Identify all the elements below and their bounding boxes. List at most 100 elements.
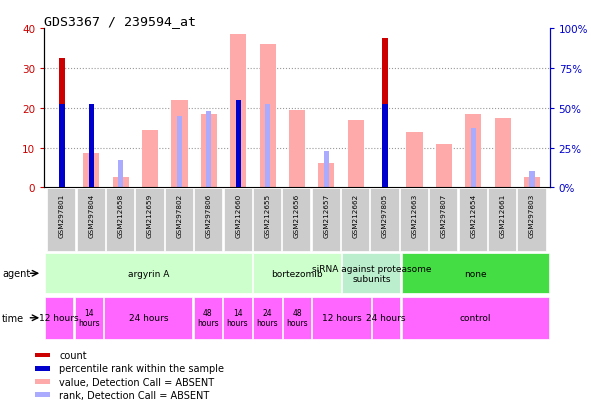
Bar [488, 189, 516, 251]
Text: 24 hours: 24 hours [366, 313, 406, 323]
Bar [259, 45, 275, 188]
Bar [83, 154, 99, 188]
Bar [342, 254, 401, 294]
Bar [341, 189, 369, 251]
Text: GSM212659: GSM212659 [147, 193, 153, 237]
Text: time: time [2, 313, 24, 323]
Bar [465, 114, 481, 188]
Text: percentile rank within the sample: percentile rank within the sample [60, 363, 225, 373]
Text: GSM297803: GSM297803 [529, 193, 535, 237]
Bar [313, 297, 371, 339]
Bar [265, 105, 270, 188]
Bar [74, 297, 103, 339]
Bar [470, 129, 476, 188]
Text: GSM297801: GSM297801 [59, 193, 65, 237]
Bar [194, 189, 222, 251]
Bar [118, 161, 124, 188]
Bar [407, 132, 423, 188]
Bar [495, 119, 511, 188]
Bar [135, 189, 164, 251]
Bar [402, 254, 549, 294]
Bar [372, 297, 401, 339]
Bar [371, 189, 398, 251]
Bar [201, 114, 217, 188]
Text: GSM212661: GSM212661 [499, 193, 506, 237]
Bar [282, 189, 310, 251]
Text: GSM212656: GSM212656 [294, 193, 300, 237]
Bar [253, 297, 281, 339]
Bar [348, 120, 364, 188]
Bar [530, 172, 535, 188]
Bar [35, 380, 50, 384]
Text: 12 hours: 12 hours [322, 313, 361, 323]
Text: 48
hours: 48 hours [197, 309, 219, 328]
Bar [230, 35, 246, 188]
Bar [282, 297, 311, 339]
Text: GDS3367 / 239594_at: GDS3367 / 239594_at [44, 15, 196, 28]
Text: 12 hours: 12 hours [40, 313, 79, 323]
Bar [236, 100, 241, 188]
Text: GSM212663: GSM212663 [411, 193, 417, 237]
Text: none: none [464, 269, 486, 278]
Text: GSM212662: GSM212662 [353, 193, 359, 237]
Text: GSM212657: GSM212657 [323, 193, 329, 237]
Bar [319, 164, 335, 188]
Bar [142, 130, 158, 188]
Bar [253, 189, 281, 251]
Text: GSM297806: GSM297806 [206, 193, 212, 237]
Bar [289, 110, 305, 188]
Text: GSM212654: GSM212654 [470, 193, 476, 237]
Bar [45, 254, 252, 294]
Text: 24 hours: 24 hours [129, 313, 168, 323]
Bar [311, 189, 340, 251]
Bar [113, 178, 129, 188]
Text: GSM297805: GSM297805 [382, 193, 388, 237]
Text: 48
hours: 48 hours [286, 309, 308, 328]
Text: rank, Detection Call = ABSENT: rank, Detection Call = ABSENT [60, 390, 210, 400]
Bar [400, 189, 428, 251]
Bar [193, 297, 222, 339]
Text: GSM297807: GSM297807 [441, 193, 447, 237]
Bar [47, 189, 76, 251]
Bar [105, 297, 192, 339]
Bar [223, 297, 252, 339]
Text: siRNA against proteasome
subunits: siRNA against proteasome subunits [311, 264, 431, 283]
Bar [171, 100, 187, 188]
Text: 14
hours: 14 hours [227, 309, 248, 328]
Bar [59, 105, 64, 188]
Bar [165, 189, 193, 251]
Bar [324, 151, 329, 188]
Text: GSM212660: GSM212660 [235, 193, 241, 237]
Bar [35, 353, 50, 358]
Bar [524, 178, 540, 188]
Bar [517, 189, 545, 251]
Text: 24
hours: 24 hours [256, 309, 278, 328]
Text: control: control [460, 313, 491, 323]
Text: argyrin A: argyrin A [128, 269, 169, 278]
Text: GSM212658: GSM212658 [118, 193, 124, 237]
Bar [436, 144, 452, 188]
Bar [223, 189, 252, 251]
Text: value, Detection Call = ABSENT: value, Detection Call = ABSENT [60, 377, 215, 387]
Bar [382, 39, 388, 188]
Bar [253, 254, 341, 294]
Text: count: count [60, 350, 87, 361]
Text: GSM297804: GSM297804 [88, 193, 95, 237]
Bar [429, 189, 457, 251]
Bar [35, 366, 50, 371]
Bar [59, 59, 65, 188]
Bar [177, 116, 182, 188]
Text: GSM297802: GSM297802 [177, 193, 183, 237]
Bar [77, 189, 105, 251]
Text: 14
hours: 14 hours [78, 309, 100, 328]
Bar [459, 189, 487, 251]
Bar [45, 297, 73, 339]
Bar [382, 105, 388, 188]
Text: bortezomib: bortezomib [271, 269, 323, 278]
Bar [206, 112, 212, 188]
Bar [35, 392, 50, 397]
Text: agent: agent [2, 268, 31, 279]
Bar [402, 297, 549, 339]
Bar [89, 105, 94, 188]
Text: GSM212655: GSM212655 [265, 193, 271, 237]
